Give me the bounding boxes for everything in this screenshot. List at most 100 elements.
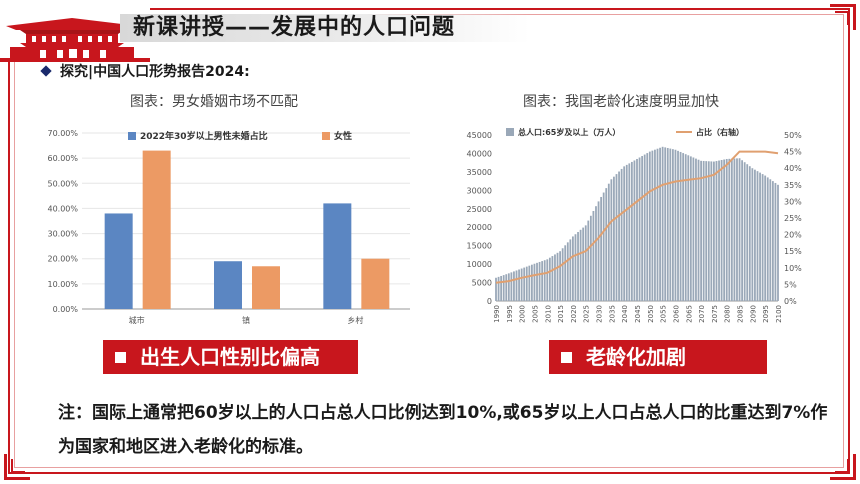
legend-label: 2022年30岁以上男性未婚占比: [140, 130, 268, 142]
bar: [533, 263, 536, 301]
bar: [541, 261, 544, 301]
bar: [666, 147, 669, 301]
bar: [707, 161, 710, 301]
y-right-tick-label: 40%: [784, 164, 802, 173]
bar: [713, 161, 715, 301]
bar: [620, 168, 623, 301]
bar: [548, 257, 551, 301]
bar: [702, 160, 705, 301]
bar: [646, 153, 649, 301]
bar: [643, 154, 646, 301]
bar: [610, 179, 613, 301]
x-tick-label: 2095: [762, 305, 770, 323]
bar: [705, 161, 708, 301]
bar: [597, 201, 600, 301]
bar: [723, 159, 726, 301]
bar: [561, 248, 564, 301]
bar: [495, 277, 497, 301]
bar: [361, 258, 390, 309]
bar: [715, 161, 718, 301]
y-left-tick-label: 45000: [467, 131, 492, 140]
x-tick-label: 2000: [519, 305, 527, 323]
bar: [505, 274, 508, 301]
y-tick-label: 10.00%: [47, 280, 78, 289]
y-tick-label: 40.00%: [47, 204, 78, 213]
bar: [746, 164, 749, 301]
y-left-tick-label: 25000: [467, 205, 492, 214]
highlight-sex-ratio-text: 出生人口性别比偏高: [140, 345, 320, 369]
aging-population-chart: 0 5000 10000 15000 20000 25000 30000 35000 40000…: [448, 113, 832, 333]
y-right-tick-label: 15%: [784, 247, 802, 256]
bar: [613, 176, 615, 301]
bar: [595, 206, 597, 301]
bar: [507, 273, 510, 301]
y-tick-label: 0.00%: [53, 305, 79, 314]
y-left-tick-label: 35000: [467, 168, 492, 177]
y-left-tick-label: 0: [487, 297, 492, 306]
bar: [766, 177, 769, 301]
bar: [584, 225, 587, 301]
x-tick-label: 2005: [531, 305, 539, 323]
bar: [730, 158, 733, 301]
legend-swatch: [506, 128, 514, 136]
bar: [618, 171, 620, 301]
bar: [252, 266, 280, 309]
corner-ornament-bottom-left: [4, 454, 30, 480]
bar: [679, 151, 682, 301]
section-subtitle: 探究|中国人口形势报告2024:: [40, 63, 250, 81]
right-chart-caption: 图表：我国老龄化速度明显加快: [523, 94, 719, 110]
bar: [589, 215, 592, 301]
legend-label: 女性: [334, 130, 352, 142]
y-left-tick-label: 15000: [467, 242, 492, 251]
bar: [638, 157, 641, 301]
x-tick-label: 2090: [749, 305, 757, 323]
bar: [530, 264, 533, 301]
marriage-mismatch-bar-chart: 0.00% 10.00% 20.00% 30.00% 40.00% 50.00% 60.00…: [40, 113, 420, 333]
bar: [543, 260, 546, 301]
x-tick-label: 2080: [724, 305, 732, 323]
bar: [574, 234, 577, 301]
bar: [761, 174, 764, 301]
bar: [738, 158, 741, 301]
bar: [720, 160, 723, 301]
corner-ornament-bottom-right: [830, 454, 856, 480]
y-left-tick-label: 20000: [467, 223, 492, 232]
bar: [725, 158, 728, 301]
bar: [692, 157, 695, 301]
square-bullet-icon: [561, 352, 572, 363]
x-tick-label: 2065: [685, 305, 693, 323]
y-left-tick-label: 10000: [467, 260, 492, 269]
bar: [569, 239, 572, 301]
bar: [756, 171, 759, 301]
x-tick-label: 2030: [596, 305, 604, 323]
y-tick-label: 60.00%: [47, 154, 78, 163]
y-right-tick-label: 50%: [784, 131, 802, 140]
y-right-tick-label: 5%: [784, 280, 797, 289]
bar: [600, 196, 603, 301]
bar: [777, 184, 779, 301]
bar: [630, 161, 633, 301]
bar: [592, 210, 595, 301]
x-tick-label: 2070: [698, 305, 706, 323]
bar: [656, 148, 659, 301]
legend-label: 占比（右轴）: [696, 127, 744, 137]
bar: [323, 203, 352, 309]
legend-swatch: [322, 132, 330, 140]
slide-frame: [8, 8, 850, 474]
bar: [771, 181, 774, 301]
bar: [687, 155, 690, 301]
y-tick-label: 20.00%: [47, 255, 78, 264]
bar: [577, 232, 579, 301]
bar: [700, 160, 702, 301]
bar: [648, 151, 651, 301]
y-tick-label: 70.00%: [47, 129, 78, 138]
bar: [559, 251, 561, 301]
bar: [556, 252, 559, 301]
highlight-sex-ratio: 出生人口性别比偏高: [103, 340, 358, 374]
bar: [664, 147, 667, 301]
bar: [538, 261, 541, 301]
bar: [582, 227, 585, 301]
bar: [695, 158, 697, 301]
bar: [500, 275, 503, 301]
bar: [651, 150, 654, 301]
